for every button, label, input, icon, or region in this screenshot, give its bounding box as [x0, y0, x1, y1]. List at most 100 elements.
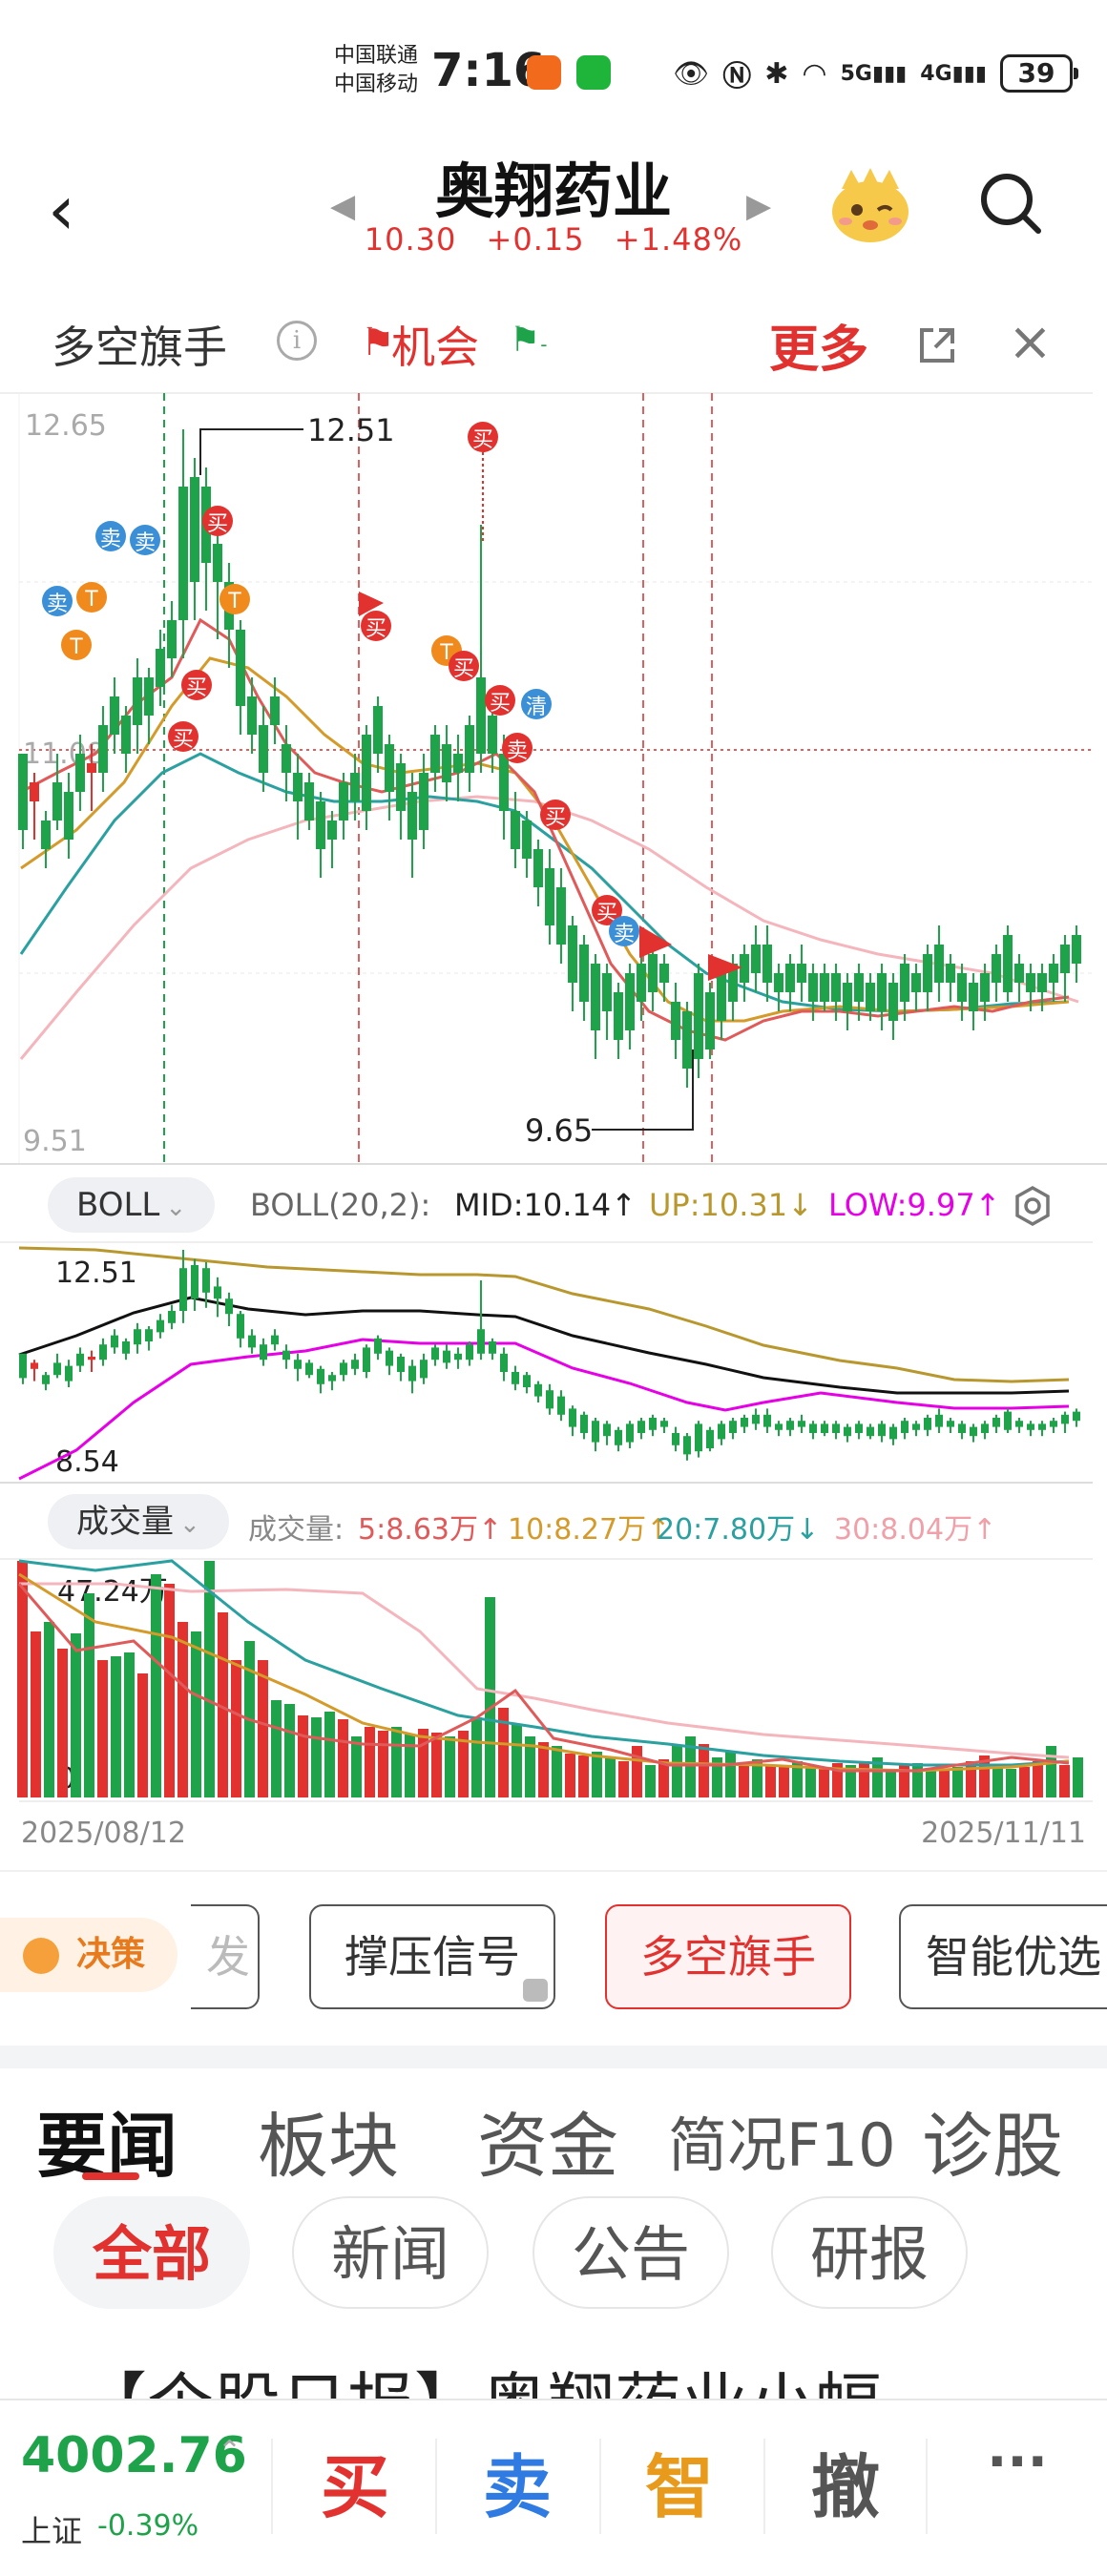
external-link-icon[interactable]	[916, 324, 958, 366]
tab-diagnosis[interactable]: 诊股	[922, 2106, 1063, 2188]
volume-bar	[164, 1584, 175, 1797]
search-icon[interactable]	[977, 170, 1044, 237]
sell-button[interactable]: 卖	[482, 2447, 552, 2527]
more-menu-button[interactable]: ···	[987, 2431, 1048, 2493]
candle-body	[121, 716, 131, 754]
candle-body	[808, 973, 818, 1002]
signal-tab-support-resistance[interactable]: 撑压信号	[309, 1904, 555, 2009]
volume-bar	[258, 1660, 268, 1797]
volume-bar	[658, 1759, 669, 1797]
signal-sell-label: 卖	[135, 531, 156, 555]
boll-candle-body	[202, 1268, 210, 1293]
volume-bar	[739, 1763, 749, 1797]
candle-body	[304, 782, 314, 821]
tab-f10[interactable]: 简况F10	[668, 2110, 896, 2180]
date-end: 2025/11/11	[921, 1817, 1086, 1850]
candle-body	[167, 620, 177, 658]
signal-sell-marker: 卖	[609, 916, 639, 946]
volume-selector[interactable]: 成交量 ⌄	[48, 1494, 229, 1549]
volume-bar	[832, 1763, 843, 1797]
boll-candle-body	[763, 1414, 771, 1427]
boll-candle-body	[729, 1421, 737, 1433]
index-change: -0.39%	[97, 2509, 199, 2543]
boll-candle-body	[523, 1375, 531, 1387]
tab-funds[interactable]: 资金	[477, 2106, 618, 2188]
candlesticks	[18, 429, 1081, 1088]
news-headline[interactable]: 【个股日报】奥翔药业小幅	[80, 2351, 882, 2399]
signal-buy-label: 买	[453, 657, 474, 681]
boll-candle-body	[1004, 1411, 1012, 1430]
candle-body	[430, 735, 440, 773]
boll-selector[interactable]: BOLL ⌄	[48, 1177, 216, 1233]
next-stock-icon[interactable]: ▶	[746, 187, 772, 225]
volume-bar	[298, 1715, 308, 1797]
divider	[0, 1870, 1107, 1872]
chip-all[interactable]: 全部	[53, 2196, 250, 2309]
signal-tab-partial[interactable]: 发	[191, 1904, 260, 2009]
candle-body	[728, 964, 738, 1002]
signal-buy-marker: 买	[181, 670, 212, 700]
candle-body	[236, 630, 245, 706]
chip-announcements[interactable]: 公告	[533, 2196, 729, 2309]
boll-candle-body	[958, 1423, 966, 1433]
candle-body	[1026, 973, 1035, 992]
signal-buy-marker: 买	[168, 721, 198, 752]
decision-button[interactable]: 决策	[0, 1918, 178, 1992]
chip-news[interactable]: 新闻	[292, 2196, 489, 2309]
volume-bar	[966, 1761, 976, 1797]
chevron-up-icon[interactable]: ⌃	[218, 2435, 242, 2468]
candle-body	[992, 954, 1001, 983]
volume-selector-label: 成交量	[76, 1503, 174, 1541]
boll-candle-body	[351, 1360, 359, 1369]
signal-buy-label: 买	[366, 617, 386, 641]
mascot-icon[interactable]	[828, 166, 912, 246]
info-icon[interactable]: i	[277, 321, 317, 361]
boll-candle-body	[992, 1418, 1000, 1427]
close-icon[interactable]: ×	[1008, 311, 1053, 373]
volume-bar	[57, 1649, 68, 1797]
candle-body	[957, 973, 967, 1002]
candle-body	[327, 821, 337, 840]
candle-body	[396, 763, 406, 811]
volume-bar	[1073, 1757, 1083, 1797]
volume-bar	[645, 1765, 656, 1797]
signal-tab-smart-pick[interactable]: 智能优选	[899, 1904, 1107, 2009]
volume-bar	[124, 1652, 135, 1797]
candle-body	[980, 973, 990, 1002]
candle-body	[831, 973, 841, 1002]
volume-bar	[725, 1752, 736, 1797]
green-flag-icon[interactable]: ⚑-	[510, 321, 548, 360]
volume-bar	[137, 1673, 148, 1797]
chip-research[interactable]: 研报	[771, 2196, 968, 2309]
divider	[435, 2439, 437, 2534]
stock-title: 奥翔药业	[434, 156, 672, 226]
volume-bar	[231, 1660, 241, 1797]
volume-bar	[405, 1735, 415, 1797]
boll-candle-body	[1050, 1421, 1057, 1427]
signal-4g-label: 4G	[920, 61, 952, 86]
chance-label[interactable]: 机会	[391, 322, 479, 373]
more-button[interactable]: 更多	[769, 322, 869, 379]
index-value[interactable]: 4002.76	[21, 2427, 247, 2484]
candle-body	[30, 782, 39, 801]
signal-t-marker: T	[61, 630, 92, 660]
boll-candle-body	[569, 1408, 576, 1427]
tab-sectors[interactable]: 板块	[258, 2106, 399, 2188]
cancel-order-button[interactable]: 撤	[810, 2447, 880, 2527]
smart-button[interactable]: 智	[644, 2447, 714, 2527]
signal-markers: 卖 T T 卖 卖 买 T 买 买 买 买 T 买 买 清 卖 买 买 卖	[42, 422, 742, 992]
signal-buy-label: 买	[490, 692, 511, 716]
volume-bar	[952, 1767, 963, 1797]
volume-bar	[886, 1771, 896, 1797]
candle-body	[18, 754, 28, 830]
settings-icon[interactable]	[1012, 1185, 1054, 1227]
signal-tab-long-short[interactable]: 多空旗手	[605, 1904, 851, 2009]
back-icon[interactable]: ‹	[48, 170, 75, 250]
boll-candle-body	[786, 1421, 794, 1430]
volume-bar	[365, 1727, 375, 1797]
volume-bar	[899, 1765, 909, 1797]
stock-chart[interactable]: 12.65 11.08 9.51 12.51 9.65 卖 T T 卖 卖 买 …	[0, 391, 1107, 1803]
buy-button[interactable]: 买	[320, 2447, 389, 2527]
volume-bar	[992, 1765, 1003, 1797]
prev-stock-icon[interactable]: ◀	[330, 187, 356, 225]
